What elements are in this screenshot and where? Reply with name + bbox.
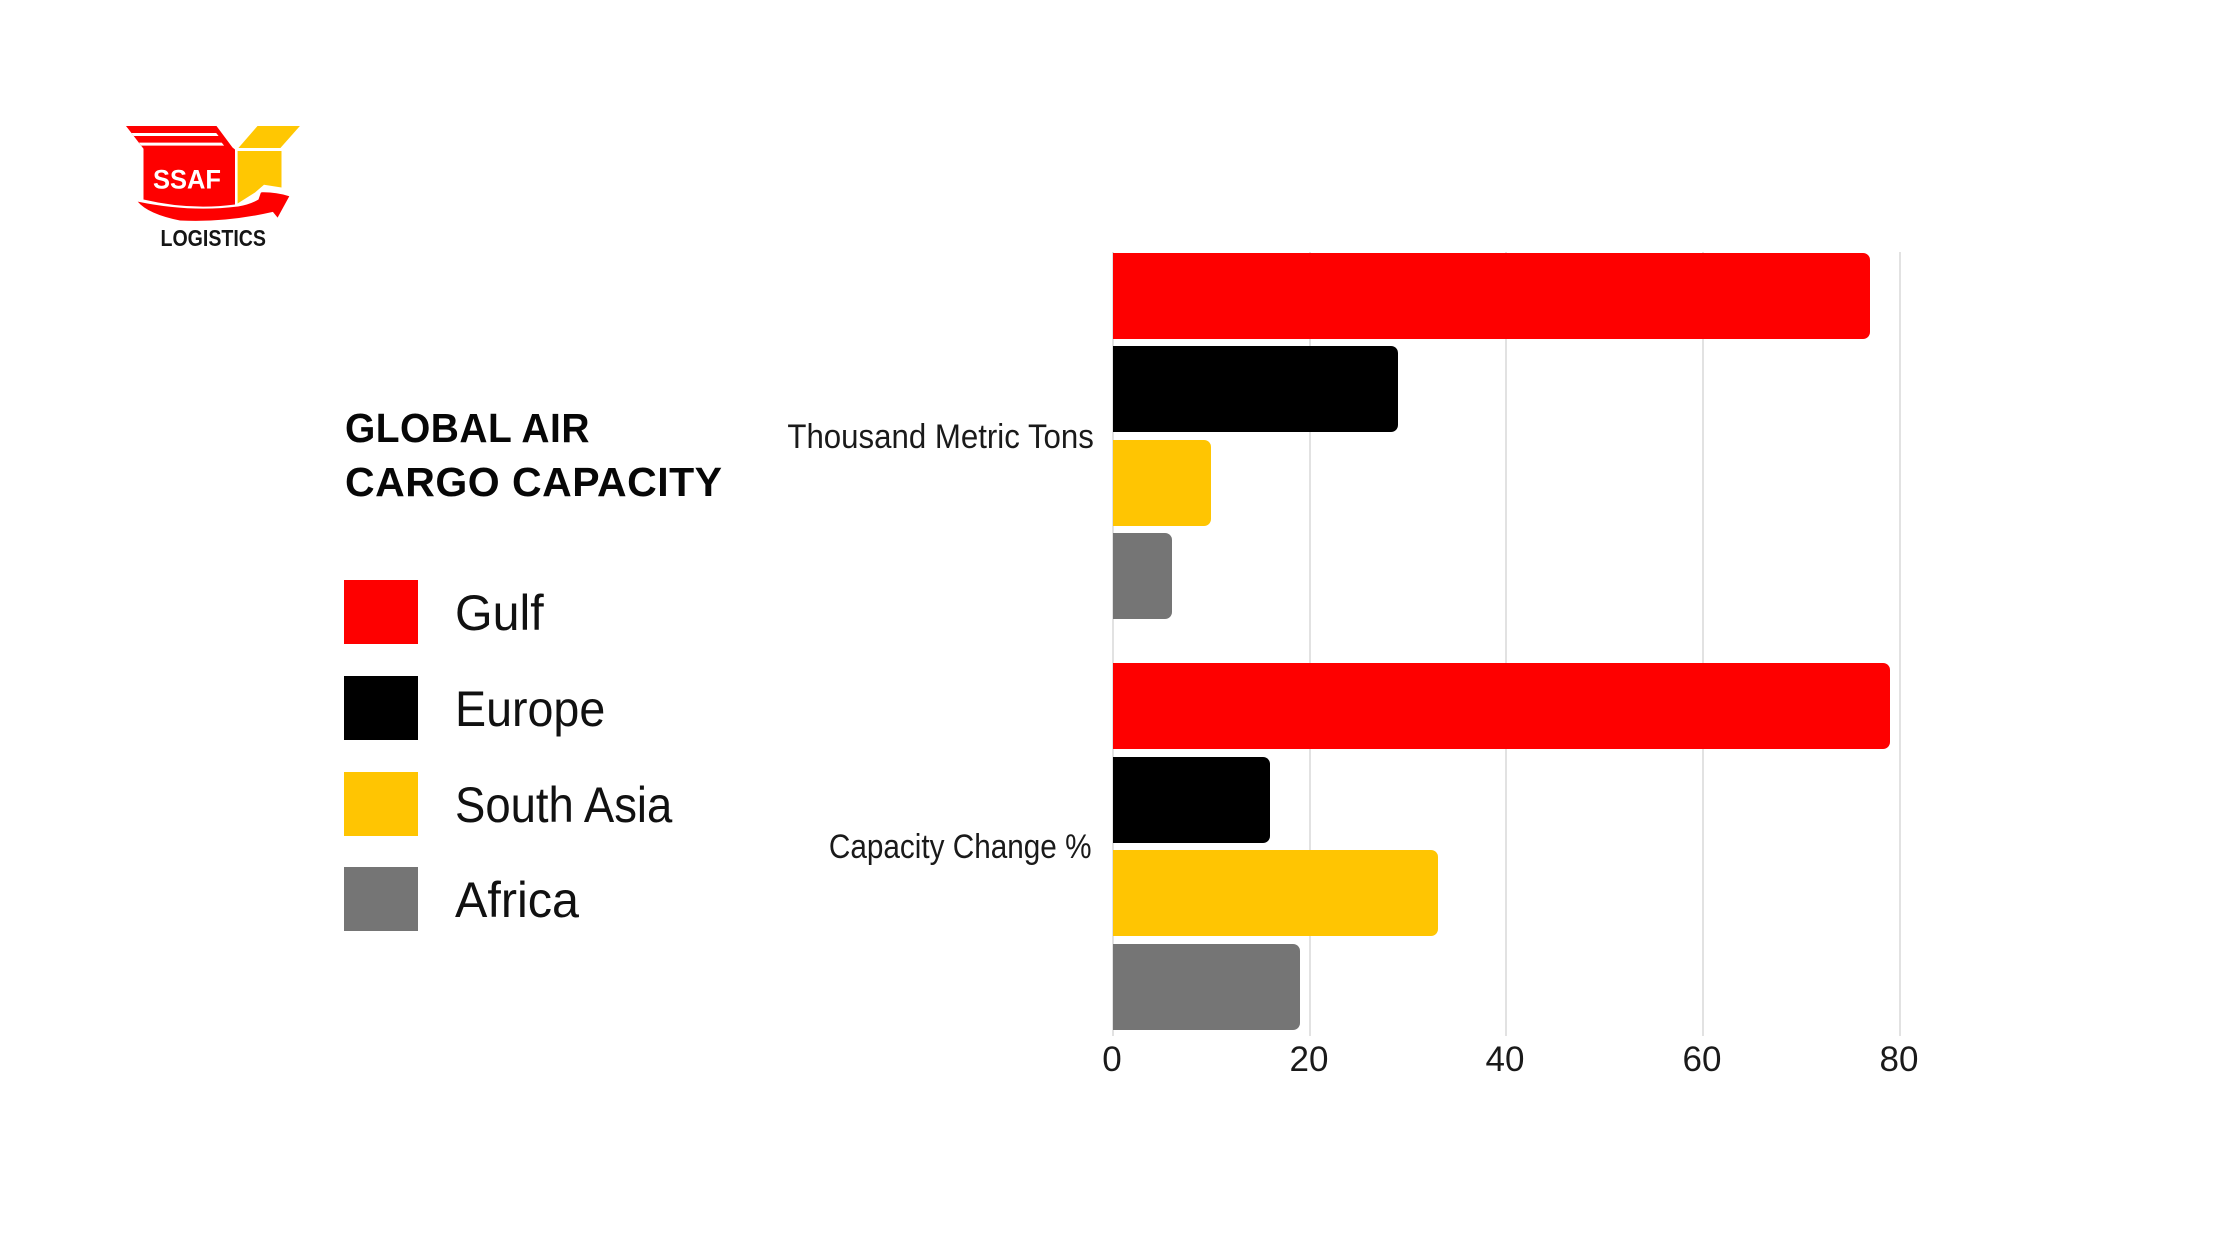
svg-text:SSAF: SSAF [153,165,221,195]
svg-text:LOGISTICS: LOGISTICS [161,225,267,251]
